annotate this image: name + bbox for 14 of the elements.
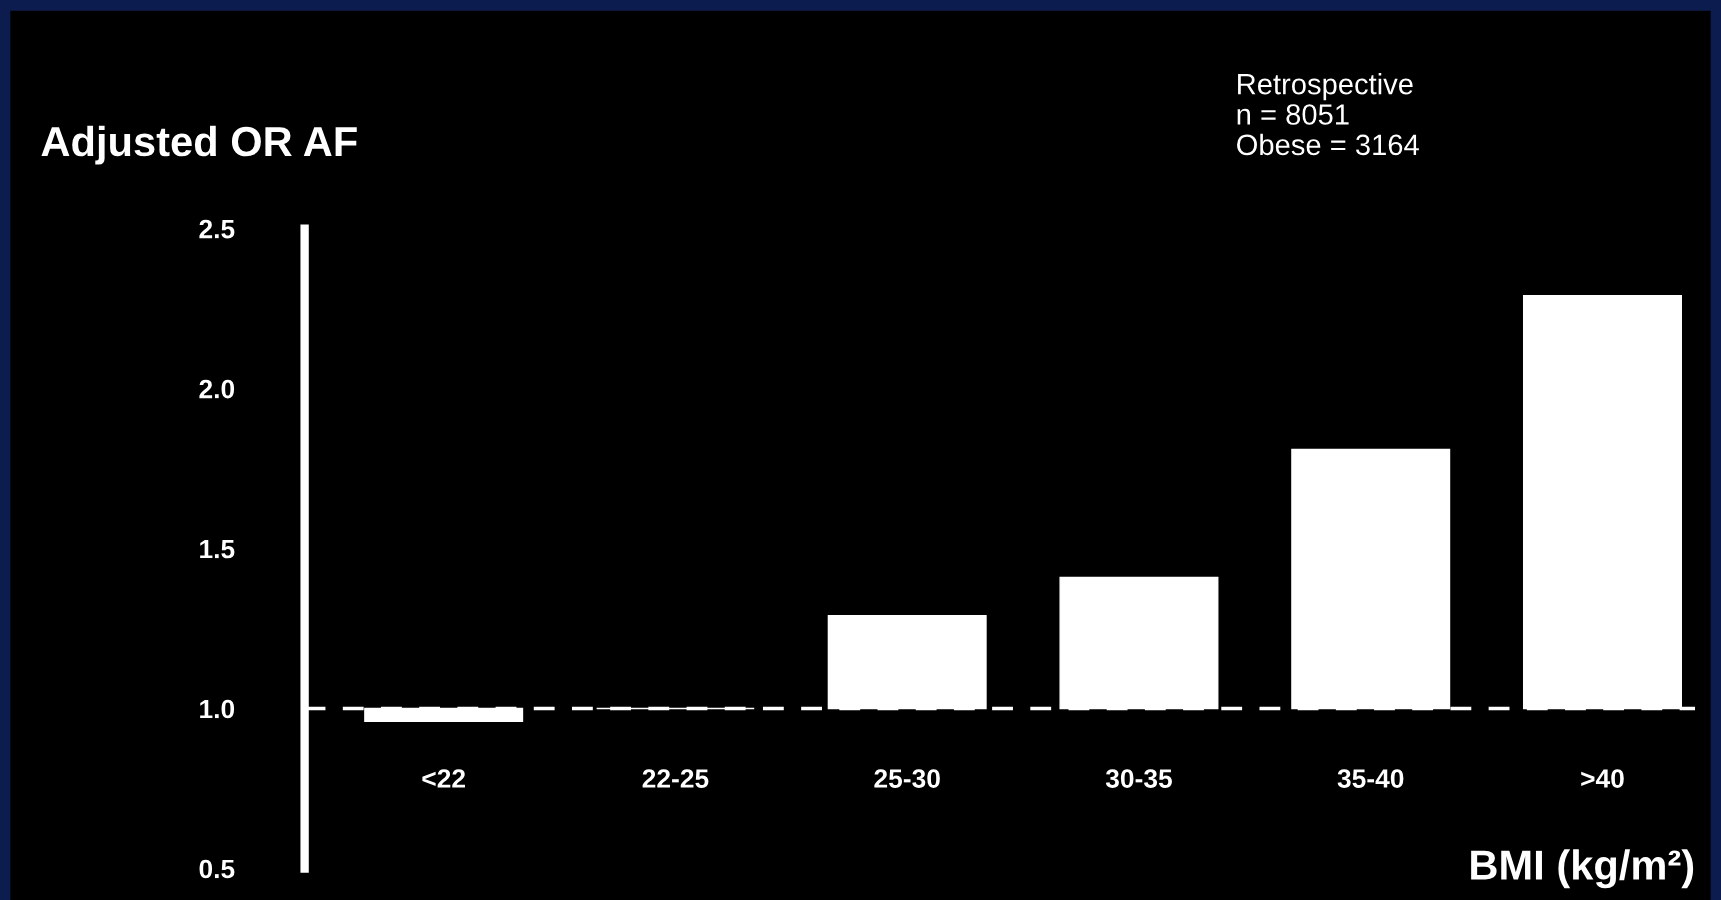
- x-tick-label: <22: [422, 769, 465, 788]
- x-tick-label: >40: [1581, 769, 1624, 788]
- y-tick-label: 1.0: [200, 699, 235, 719]
- y-tick-label: 0.5: [199, 859, 235, 879]
- x-tick-label: 25-30: [874, 769, 940, 788]
- x-axis-title: BMI (kg/m²): [1471, 849, 1694, 889]
- y-axis-title: Adjusted OR AF: [41, 125, 357, 165]
- y-tick-label: 1.5: [200, 539, 235, 559]
- text: Retrospective n = 8051 Obese = 3164: [1237, 73, 1419, 156]
- y-tick-label: 2.5: [199, 219, 235, 239]
- y-tick-label: 2.0: [199, 379, 235, 399]
- x-tick-label: 22-25: [642, 769, 709, 788]
- x-tick-label: 35-40: [1337, 769, 1404, 788]
- x-tick-label: 30-35: [1105, 769, 1172, 788]
